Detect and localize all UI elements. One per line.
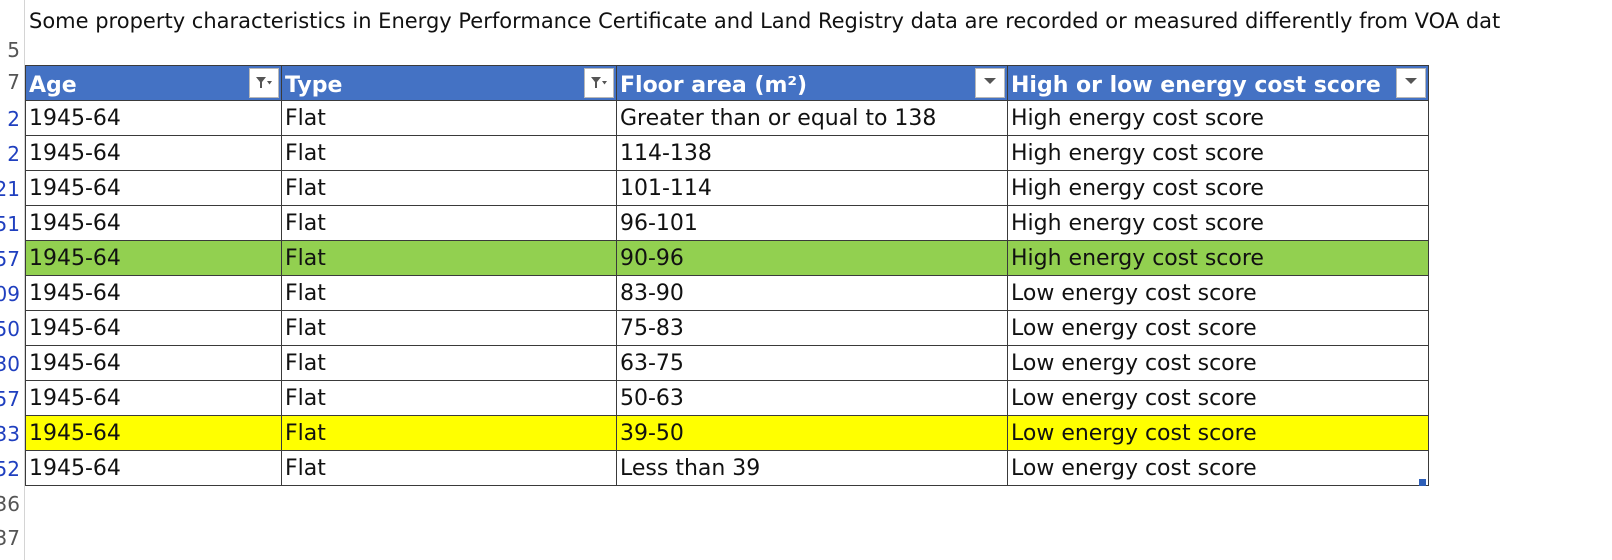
cell-energy-score[interactable]: Low energy cost score xyxy=(1007,345,1429,381)
column-header-type[interactable]: Type xyxy=(281,65,617,101)
table-row: 1945-64 Flat 83-90 Low energy cost score xyxy=(25,275,1429,311)
cell-age[interactable]: 1945-64 xyxy=(25,240,282,276)
cell-age[interactable]: 1945-64 xyxy=(25,345,282,381)
cell-type[interactable]: Flat xyxy=(281,100,617,136)
table-row: 1945-64 Flat 39-50 Low energy cost score xyxy=(25,415,1429,451)
cell-energy-score[interactable]: Low energy cost score xyxy=(1007,275,1429,311)
table-row: 1945-64 Flat Less than 39 Low energy cost s… xyxy=(25,450,1429,486)
dropdown-arrow-icon[interactable] xyxy=(975,68,1005,98)
table-row: 1945-64 Flat 90-96 High energy cost score xyxy=(25,240,1429,276)
filter-applied-icon[interactable] xyxy=(584,68,614,98)
table-header-row: Age Type Floor area (m²) xyxy=(25,65,1429,101)
cell-floor-area[interactable]: 63-75 xyxy=(616,345,1008,381)
cell-floor-area[interactable]: 50-63 xyxy=(616,380,1008,416)
cell-type[interactable]: Flat xyxy=(281,450,617,486)
cell-type[interactable]: Flat xyxy=(281,240,617,276)
table-row: 1945-64 Flat 75-83 Low energy cost score xyxy=(25,310,1429,346)
dropdown-arrow-icon[interactable] xyxy=(1396,68,1426,98)
cell-type[interactable]: Flat xyxy=(281,310,617,346)
table-row: 1945-64 Flat 63-75 Low energy cost score xyxy=(25,345,1429,381)
cell-floor-area[interactable]: Less than 39 xyxy=(616,450,1008,486)
cell-energy-score[interactable]: Low energy cost score xyxy=(1007,310,1429,346)
cell-floor-area[interactable]: 114-138 xyxy=(616,135,1008,171)
cell-type[interactable]: Flat xyxy=(281,135,617,171)
row-header-column: 5 7 2 2 21 51 57 09 50 30 57 33 52 36 37 xyxy=(0,0,25,560)
cell-age[interactable]: 1945-64 xyxy=(25,415,282,451)
row-header[interactable]: 5 xyxy=(7,38,20,62)
column-header-energy-score[interactable]: High or low energy cost score xyxy=(1007,65,1429,101)
table-resize-handle[interactable] xyxy=(1419,479,1426,486)
row-header[interactable]: 33 xyxy=(0,422,20,446)
notice-text-cell[interactable]: Some property characteristics in Energy … xyxy=(29,9,1501,33)
cell-energy-score[interactable]: High energy cost score xyxy=(1007,100,1429,136)
cell-floor-area[interactable]: 101-114 xyxy=(616,170,1008,206)
table-row: 1945-64 Flat 114-138 High energy cost score xyxy=(25,135,1429,171)
cell-type[interactable]: Flat xyxy=(281,205,617,241)
cell-age[interactable]: 1945-64 xyxy=(25,450,282,486)
cell-age[interactable]: 1945-64 xyxy=(25,380,282,416)
cell-energy-score[interactable]: High energy cost score xyxy=(1007,240,1429,276)
table-row: 1945-64 Flat Greater than or equal to 138 H… xyxy=(25,100,1429,136)
row-header[interactable]: 50 xyxy=(0,317,20,341)
cell-energy-score[interactable]: Low energy cost score xyxy=(1007,380,1429,416)
cell-floor-area[interactable]: 90-96 xyxy=(616,240,1008,276)
cell-energy-score[interactable]: High energy cost score xyxy=(1007,205,1429,241)
row-header[interactable]: 2 xyxy=(7,107,20,131)
cell-type[interactable]: Flat xyxy=(281,275,617,311)
cell-energy-score[interactable]: High energy cost score xyxy=(1007,135,1429,171)
cell-energy-score[interactable]: High energy cost score xyxy=(1007,170,1429,206)
cell-age[interactable]: 1945-64 xyxy=(25,275,282,311)
row-header[interactable]: 09 xyxy=(0,282,20,306)
cell-energy-score[interactable]: Low energy cost score xyxy=(1007,450,1429,486)
cell-type[interactable]: Flat xyxy=(281,380,617,416)
cell-floor-area[interactable]: 83-90 xyxy=(616,275,1008,311)
row-header[interactable]: 36 xyxy=(0,492,20,516)
cell-floor-area[interactable]: 75-83 xyxy=(616,310,1008,346)
cell-type[interactable]: Flat xyxy=(281,345,617,381)
data-table: Age Type Floor area (m²) xyxy=(25,65,1429,486)
row-header[interactable]: 37 xyxy=(0,526,20,550)
row-header[interactable]: 2 xyxy=(7,142,20,166)
cell-age[interactable]: 1945-64 xyxy=(25,205,282,241)
row-header[interactable]: 7 xyxy=(7,70,20,94)
cell-age[interactable]: 1945-64 xyxy=(25,170,282,206)
cell-floor-area[interactable]: 96-101 xyxy=(616,205,1008,241)
cell-type[interactable]: Flat xyxy=(281,170,617,206)
table-row: 1945-64 Flat 50-63 Low energy cost score xyxy=(25,380,1429,416)
cell-floor-area[interactable]: 39-50 xyxy=(616,415,1008,451)
row-header[interactable]: 57 xyxy=(0,387,20,411)
cell-age[interactable]: 1945-64 xyxy=(25,100,282,136)
row-header[interactable]: 21 xyxy=(0,177,20,201)
cell-type[interactable]: Flat xyxy=(281,415,617,451)
row-header[interactable]: 30 xyxy=(0,352,20,376)
column-header-age[interactable]: Age xyxy=(25,65,282,101)
table-row: 1945-64 Flat 101-114 High energy cost score xyxy=(25,170,1429,206)
column-header-floor-area[interactable]: Floor area (m²) xyxy=(616,65,1008,101)
row-header[interactable]: 52 xyxy=(0,457,20,481)
table-row: 1945-64 Flat 96-101 High energy cost score xyxy=(25,205,1429,241)
cell-age[interactable]: 1945-64 xyxy=(25,310,282,346)
cell-age[interactable]: 1945-64 xyxy=(25,135,282,171)
row-header[interactable]: 57 xyxy=(0,247,20,271)
filter-applied-icon[interactable] xyxy=(249,68,279,98)
cell-floor-area[interactable]: Greater than or equal to 138 xyxy=(616,100,1008,136)
row-header[interactable]: 51 xyxy=(0,212,20,236)
cell-energy-score[interactable]: Low energy cost score xyxy=(1007,415,1429,451)
